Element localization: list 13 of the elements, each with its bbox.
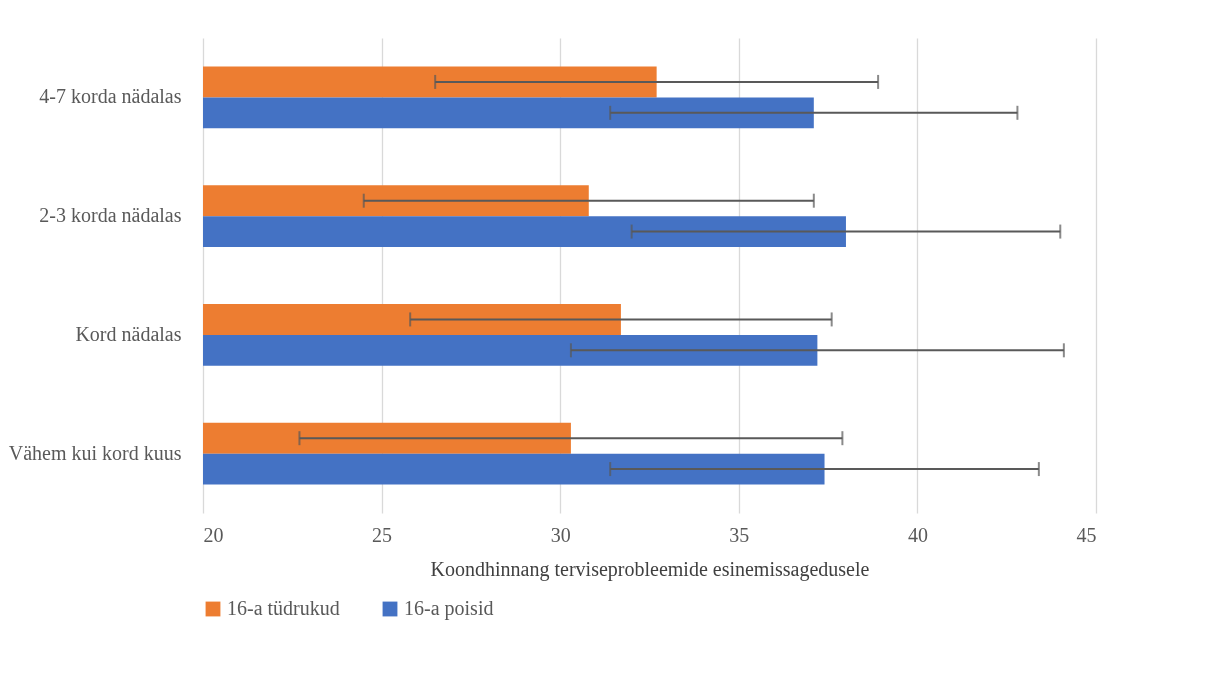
y-tick-label: Vähem kui kord kuus [8, 441, 182, 464]
x-tick-label: 35 [729, 523, 750, 546]
legend-label: 16-a poisid [404, 597, 494, 620]
x-tick-label: 40 [907, 523, 928, 546]
x-tick-label: 25 [372, 523, 393, 546]
x-tick-label: 20 [203, 523, 224, 546]
x-tick-label: 30 [550, 523, 571, 546]
y-tick-label: 4-7 korda nädalas [39, 85, 182, 108]
x-axis-title: Koondhinnang terviseprobleemide esinemissagedusele [430, 557, 870, 581]
y-tick-label: 2-3 korda nädalas [39, 204, 182, 227]
x-tick-label: 45 [1076, 523, 1097, 546]
legend-label: 16-a tüdrukud [227, 597, 340, 619]
y-tick-label: Kord nädalas [75, 322, 182, 345]
